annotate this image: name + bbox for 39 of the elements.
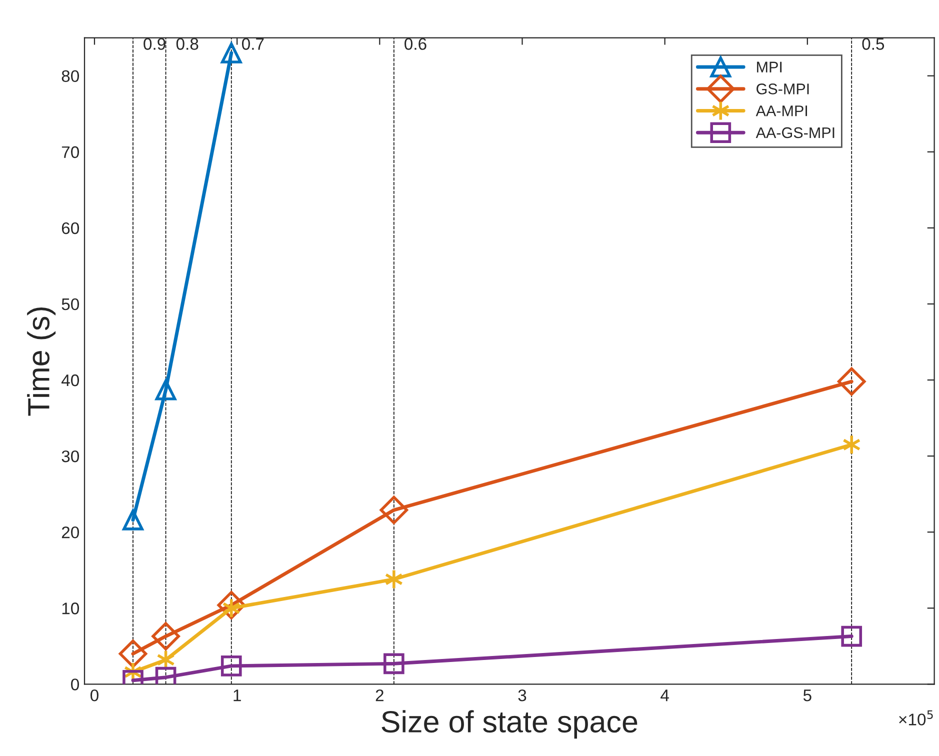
y-tick-label: 80: [62, 70, 79, 82]
point: [152, 622, 180, 650]
y-tick-label: 10: [62, 602, 79, 614]
point: [220, 656, 242, 676]
point: [842, 434, 861, 456]
x-axis-title: Size of state space: [382, 710, 638, 739]
y-tick-label: 70: [62, 146, 79, 158]
x-tick-label: 1: [234, 690, 241, 702]
legend-label: AA-GS-MPI: [756, 127, 834, 138]
y-tick-label: 60: [62, 222, 79, 234]
legend-label: GS-MPI: [756, 84, 809, 94]
x-tick-label: 3: [518, 689, 526, 702]
x-tick-label: 0: [90, 689, 98, 702]
x-tick-label: 5: [803, 690, 812, 702]
point: [122, 510, 144, 530]
point: [841, 626, 862, 647]
point: [155, 379, 176, 400]
y-axis-title: Time (s): [27, 307, 56, 416]
annotation: 0.7: [242, 38, 264, 50]
legend-label: MPI: [757, 62, 782, 72]
point: [384, 568, 404, 590]
point: [383, 653, 404, 674]
x-tick-label: 2: [376, 689, 384, 702]
annotation: 0.8: [176, 38, 198, 50]
point: [837, 367, 866, 396]
point: [118, 640, 148, 668]
annotation: 0.9: [144, 38, 166, 50]
annotation: 0.5: [862, 38, 884, 50]
y-tick-label: 0: [71, 678, 79, 690]
x-tick-label: 4: [660, 690, 669, 702]
y-tick-label: 20: [62, 526, 79, 538]
annotation: 0.6: [404, 38, 426, 50]
text: ×10$^{5}$: [899, 710, 933, 726]
y-tick-label: 40: [61, 374, 79, 386]
legend-label: AA-MPI: [756, 106, 808, 116]
y-tick-label: 50: [62, 298, 79, 310]
point: [380, 496, 408, 524]
y-tick-label: 30: [62, 450, 79, 462]
point: [220, 42, 242, 64]
